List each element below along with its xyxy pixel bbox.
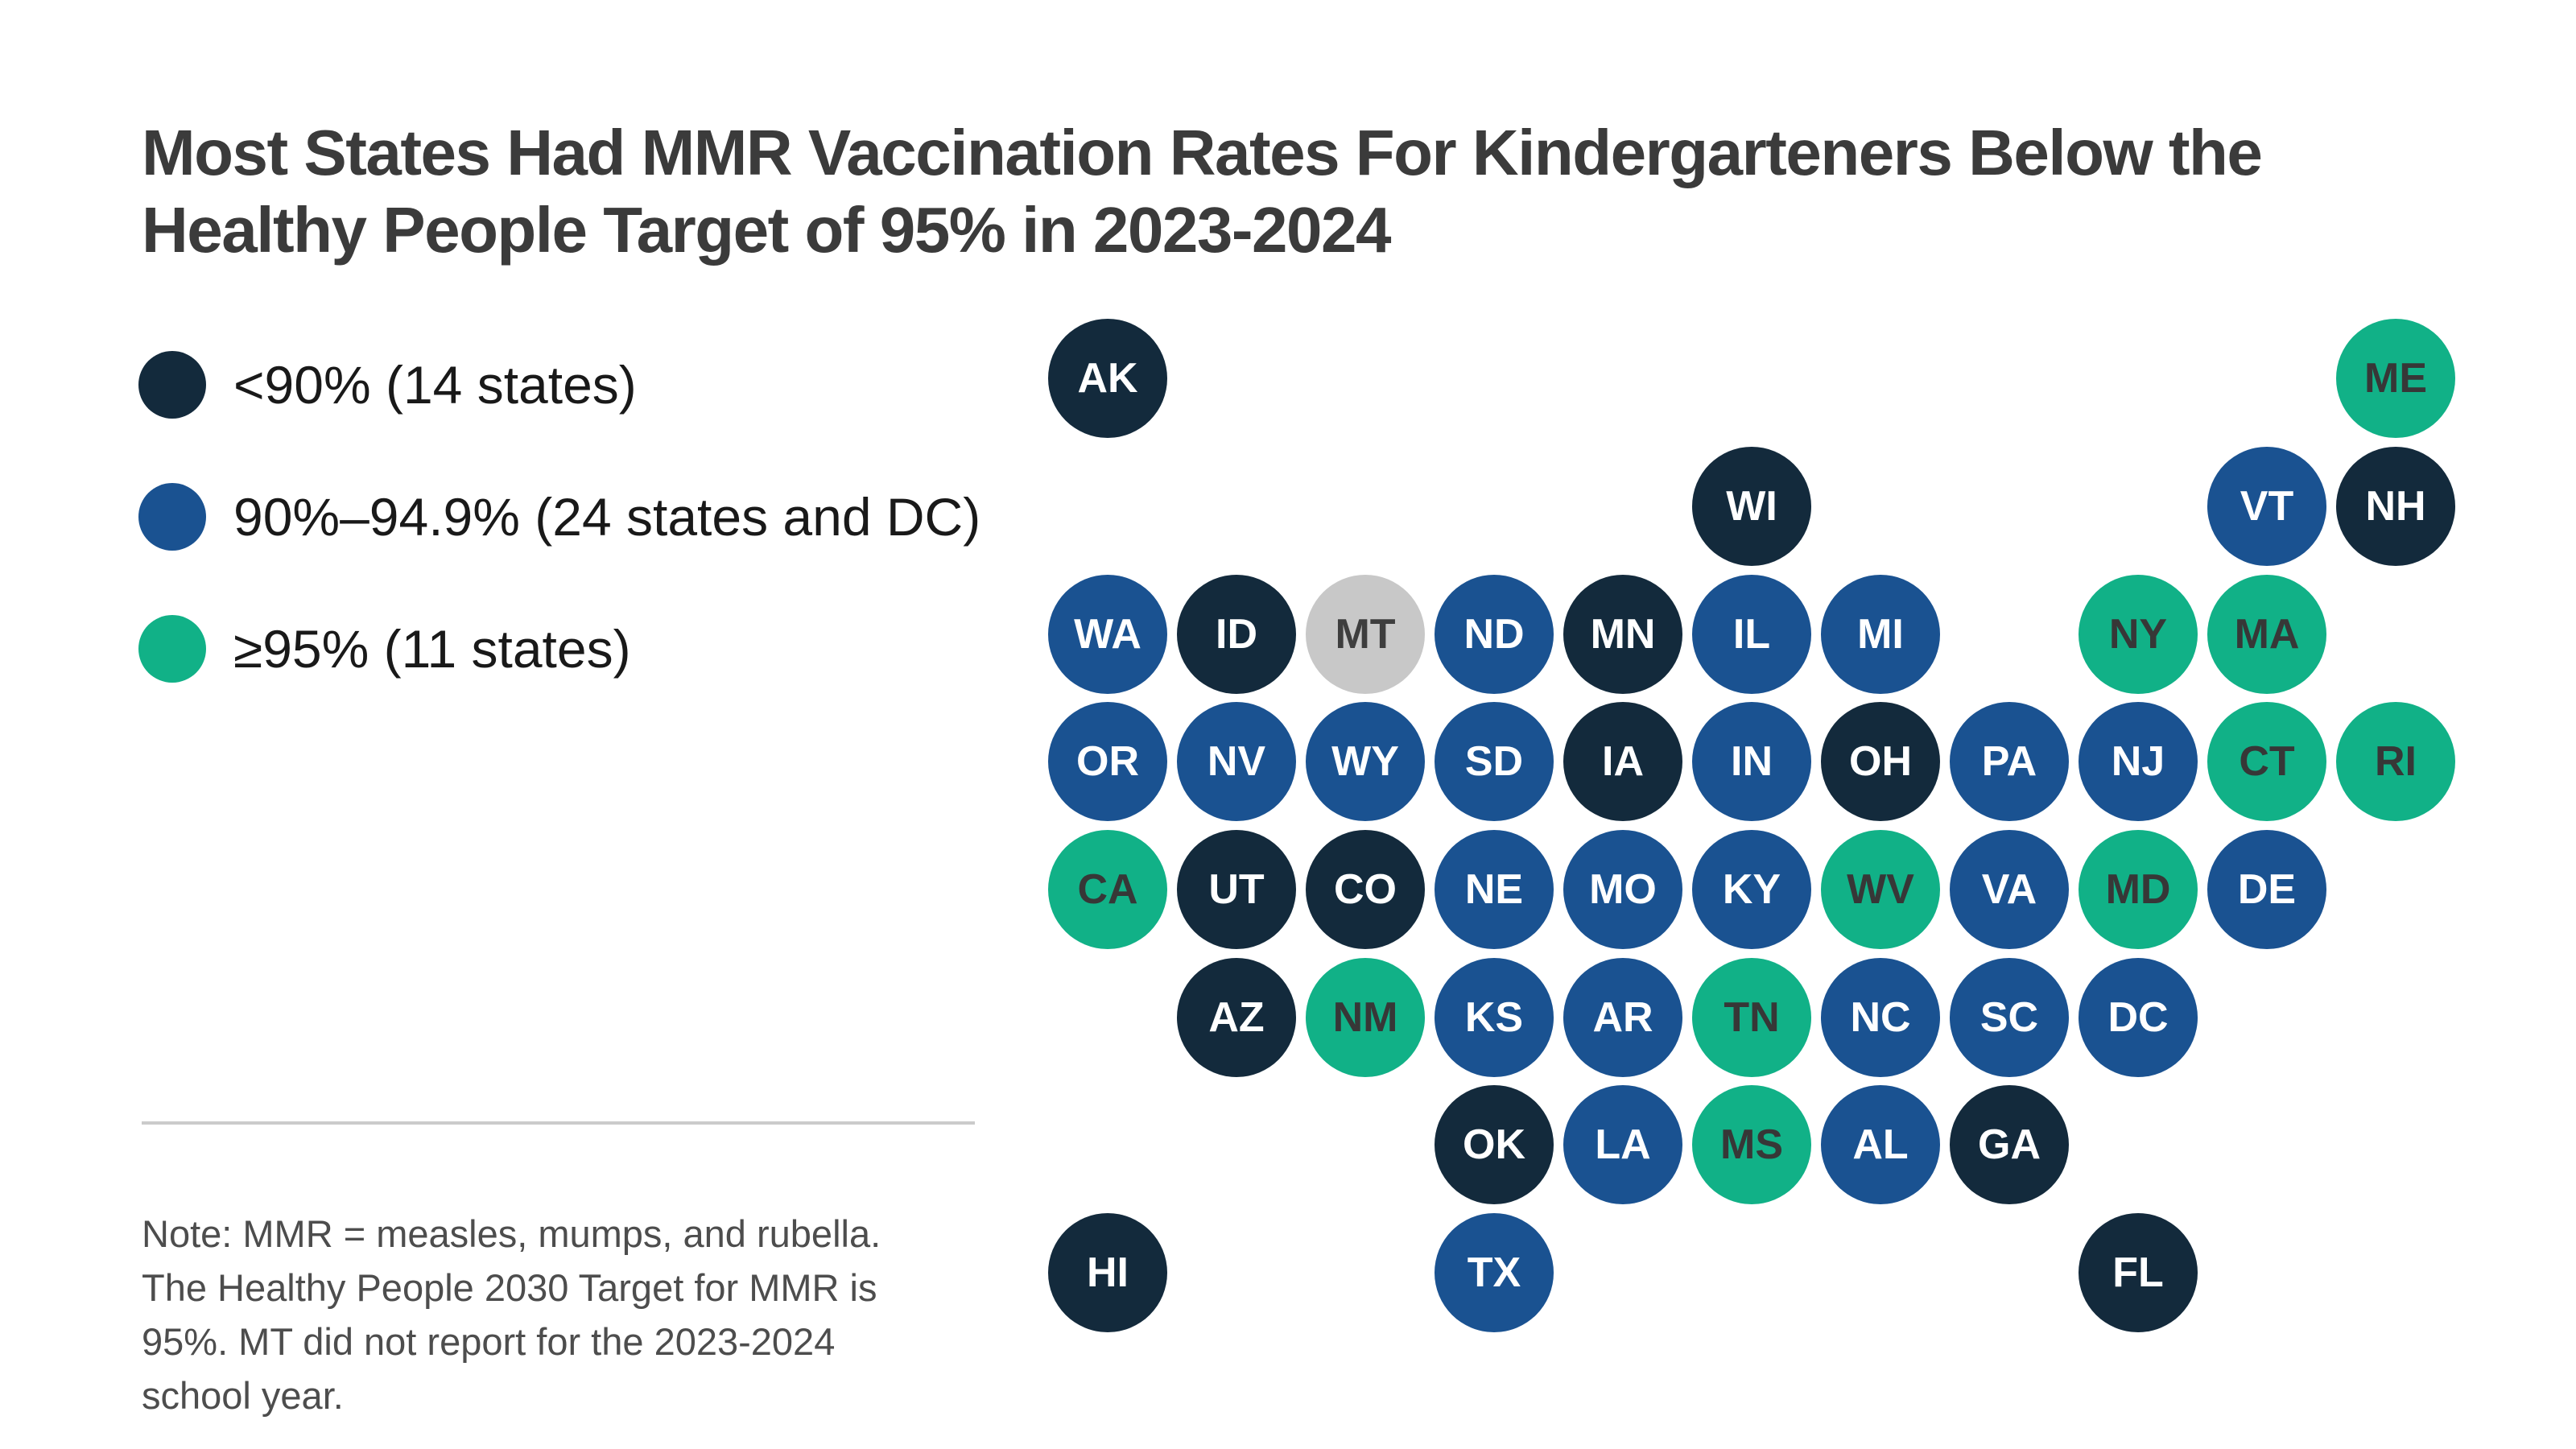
legend-dot xyxy=(138,351,206,419)
state-tile-ct: CT xyxy=(2207,702,2326,821)
state-tile-nd: ND xyxy=(1435,575,1554,694)
state-tile-nc: NC xyxy=(1821,958,1940,1077)
state-tile-nj: NJ xyxy=(2079,702,2198,821)
legend: <90% (14 states) 90%–94.9% (24 states an… xyxy=(138,351,980,683)
legend-item-lt90: <90% (14 states) xyxy=(138,351,980,419)
state-tile-mt: MT xyxy=(1306,575,1425,694)
divider-line xyxy=(142,1121,975,1125)
chart-title: Most States Had MMR Vaccination Rates Fo… xyxy=(142,116,2263,266)
state-tile-sc: SC xyxy=(1950,958,2069,1077)
state-tile-me: ME xyxy=(2336,319,2455,438)
state-tile-de: DE xyxy=(2207,830,2326,949)
state-tile-tx: TX xyxy=(1435,1213,1554,1332)
state-tile-md: MD xyxy=(2079,830,2198,949)
state-tile-ut: UT xyxy=(1177,830,1296,949)
state-tile-vt: VT xyxy=(2207,447,2326,566)
state-tile-al: AL xyxy=(1821,1085,1940,1204)
legend-item-gte95: ≥95% (11 states) xyxy=(138,615,980,683)
state-tile-wi: WI xyxy=(1692,447,1811,566)
note-text: Note: MMR = measles, mumps, and rubella.… xyxy=(142,1212,881,1417)
legend-label: 90%–94.9% (24 states and DC) xyxy=(233,487,981,547)
legend-item-90-94: 90%–94.9% (24 states and DC) xyxy=(138,483,980,551)
state-tile-mi: MI xyxy=(1821,575,1940,694)
state-tile-ia: IA xyxy=(1563,702,1682,821)
state-tile-pa: PA xyxy=(1950,702,2069,821)
state-tile-in: IN xyxy=(1692,702,1811,821)
state-tile-ky: KY xyxy=(1692,830,1811,949)
state-tile-co: CO xyxy=(1306,830,1425,949)
state-tile-ca: CA xyxy=(1048,830,1167,949)
state-tile-ri: RI xyxy=(2336,702,2455,821)
state-tile-az: AZ xyxy=(1177,958,1296,1077)
state-tile-hi: HI xyxy=(1048,1213,1167,1332)
state-tile-sd: SD xyxy=(1435,702,1554,821)
state-tile-wv: WV xyxy=(1821,830,1940,949)
state-tile-tn: TN xyxy=(1692,958,1811,1077)
legend-dot xyxy=(138,483,206,551)
legend-label: <90% (14 states) xyxy=(233,355,637,415)
state-tile-ne: NE xyxy=(1435,830,1554,949)
state-tile-nv: NV xyxy=(1177,702,1296,821)
state-tile-ok: OK xyxy=(1435,1085,1554,1204)
state-tile-ks: KS xyxy=(1435,958,1554,1077)
state-tile-dc: DC xyxy=(2079,958,2198,1077)
legend-dot xyxy=(138,615,206,683)
state-tile-mo: MO xyxy=(1563,830,1682,949)
state-tile-wy: WY xyxy=(1306,702,1425,821)
state-tile-id: ID xyxy=(1177,575,1296,694)
state-tile-ga: GA xyxy=(1950,1085,2069,1204)
state-tile-nm: NM xyxy=(1306,958,1425,1077)
state-tile-fl: FL xyxy=(2079,1213,2198,1332)
state-tile-ny: NY xyxy=(2079,575,2198,694)
state-tile-ma: MA xyxy=(2207,575,2326,694)
state-tile-ar: AR xyxy=(1563,958,1682,1077)
state-tile-ak: AK xyxy=(1048,319,1167,438)
state-tile-wa: WA xyxy=(1048,575,1167,694)
state-tile-va: VA xyxy=(1950,830,2069,949)
state-tile-mn: MN xyxy=(1563,575,1682,694)
state-tile-il: IL xyxy=(1692,575,1811,694)
state-tile-la: LA xyxy=(1563,1085,1682,1204)
legend-label: ≥95% (11 states) xyxy=(233,619,631,679)
state-tile-oh: OH xyxy=(1821,702,1940,821)
state-tile-or: OR xyxy=(1048,702,1167,821)
state-tile-ms: MS xyxy=(1692,1085,1811,1204)
state-tile-nh: NH xyxy=(2336,447,2455,566)
